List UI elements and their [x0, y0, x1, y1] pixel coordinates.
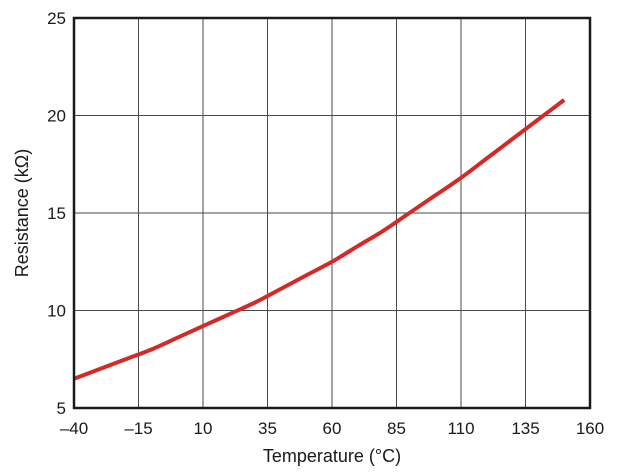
x-tick-label: 135	[511, 419, 539, 438]
x-tick-label: 85	[387, 419, 406, 438]
y-tick-label: 20	[47, 107, 66, 126]
x-tick-label: 110	[447, 419, 474, 438]
x-tick-label: 160	[576, 419, 604, 438]
x-tick-label: 60	[323, 419, 342, 438]
y-tick-label: 5	[57, 399, 66, 418]
plot-frame	[72, 16, 592, 410]
y-tick-label: 15	[47, 204, 66, 223]
tick-labels: –40 –15 10 35 60 85 110 135 160 5 10 15 20 25	[47, 9, 604, 438]
series-layer	[73, 98, 566, 381]
x-tick-label: –40	[60, 419, 88, 438]
y-axis-label: Resistance (kΩ)	[12, 149, 32, 278]
x-axis-label: Temperature (°C)	[263, 446, 401, 466]
x-tick-label: 35	[258, 419, 277, 438]
y-tick-label: 25	[47, 9, 66, 28]
resistance-series-line	[73, 98, 566, 381]
y-tick-label: 10	[47, 302, 66, 321]
x-tick-label: –15	[124, 419, 152, 438]
x-tick-label: 10	[194, 419, 213, 438]
